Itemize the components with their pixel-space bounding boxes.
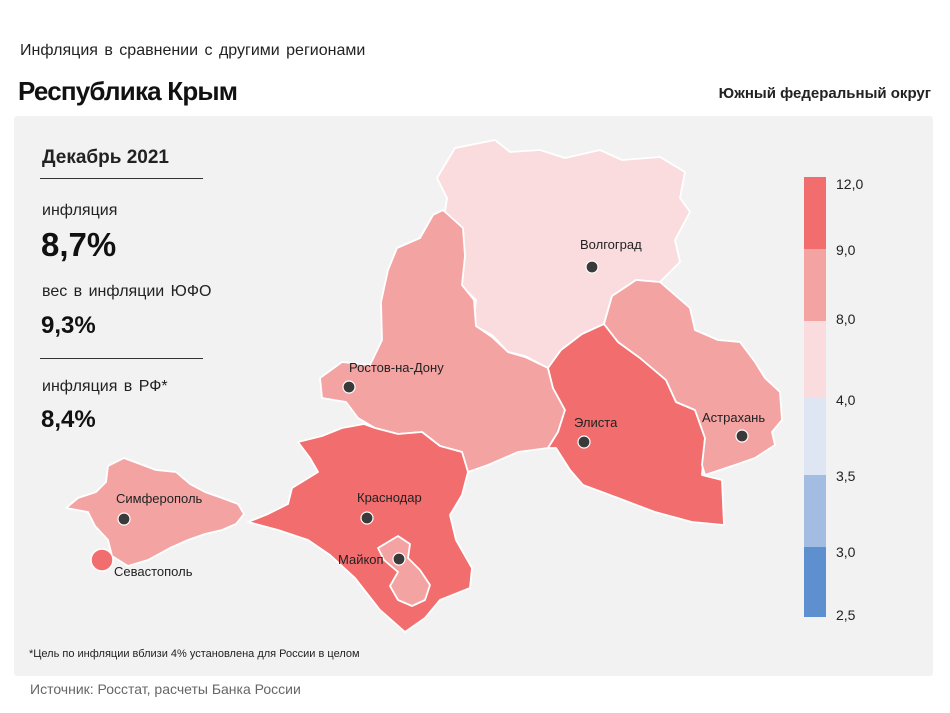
- page-title: Республика Крым: [18, 76, 238, 106]
- city-marker-rostov[interactable]: [342, 380, 356, 394]
- legend-band-2.5-3: [804, 547, 826, 617]
- legend-band-9-12: [804, 177, 826, 249]
- legend-tick: 9,0: [836, 242, 856, 258]
- city-label-rostov: Ростов-на-Дону: [349, 360, 444, 375]
- city-marker-simferopol[interactable]: [117, 512, 131, 526]
- legend-band-4-8: [804, 321, 826, 397]
- region-astrakhan[interactable]: [603, 279, 783, 476]
- legend-color-bar: [804, 177, 826, 617]
- region-sevastopol[interactable]: [90, 548, 114, 572]
- city-label-krasnodar: Краснодар: [357, 490, 422, 505]
- city-marker-volgograd[interactable]: [585, 260, 599, 274]
- city-marker-maikop[interactable]: [392, 552, 406, 566]
- footnote: *Цель по инфляции вблизи 4% установлена …: [29, 648, 360, 660]
- city-label-sevastopol: Севастополь: [114, 564, 193, 579]
- district-label: Южный федеральный округ: [718, 85, 931, 102]
- legend-tick: 3,0: [836, 544, 856, 560]
- region-krasnodar[interactable]: [247, 423, 473, 633]
- legend-tick: 3,5: [836, 468, 856, 484]
- russia-inflation-label: инфляция в РФ*: [42, 378, 168, 395]
- legend-tick: 8,0: [836, 311, 856, 327]
- divider-bottom: [40, 358, 203, 359]
- legend-band-8-9: [804, 249, 826, 321]
- city-marker-krasnodar[interactable]: [360, 511, 374, 525]
- legend-tick: 4,0: [836, 392, 856, 408]
- legend-band-3.5-4: [804, 397, 826, 475]
- legend-tick: 12,0: [836, 176, 864, 192]
- city-label-astrakhan: Астрахань: [702, 410, 766, 425]
- weight-value: 9,3%: [41, 312, 96, 339]
- city-label-simferopol: Симферополь: [116, 491, 203, 506]
- city-marker-astrakhan[interactable]: [735, 429, 749, 443]
- legend-band-3-3.5: [804, 475, 826, 547]
- city-marker-elista[interactable]: [577, 435, 591, 449]
- legend-tick: 2,5: [836, 607, 856, 623]
- city-label-maikop: Майкоп: [338, 552, 384, 567]
- period-label: Декабрь 2021: [42, 147, 169, 168]
- russia-inflation-value: 8,4%: [41, 406, 96, 433]
- city-label-elista: Элиста: [574, 415, 618, 430]
- source-note: Источник: Росстат, расчеты Банка России: [30, 681, 301, 697]
- chart-subtitle: Инфляция в сравнении с другими регионами: [20, 42, 366, 59]
- region-crimea[interactable]: [65, 457, 245, 567]
- weight-label: вес в инфляции ЮФО: [42, 283, 212, 300]
- region-adygea[interactable]: [377, 535, 431, 607]
- inflation-label: инфляция: [42, 202, 118, 219]
- divider-top: [40, 178, 203, 179]
- city-label-volgograd: Волгоград: [580, 237, 642, 252]
- inflation-value: 8,7%: [41, 226, 117, 263]
